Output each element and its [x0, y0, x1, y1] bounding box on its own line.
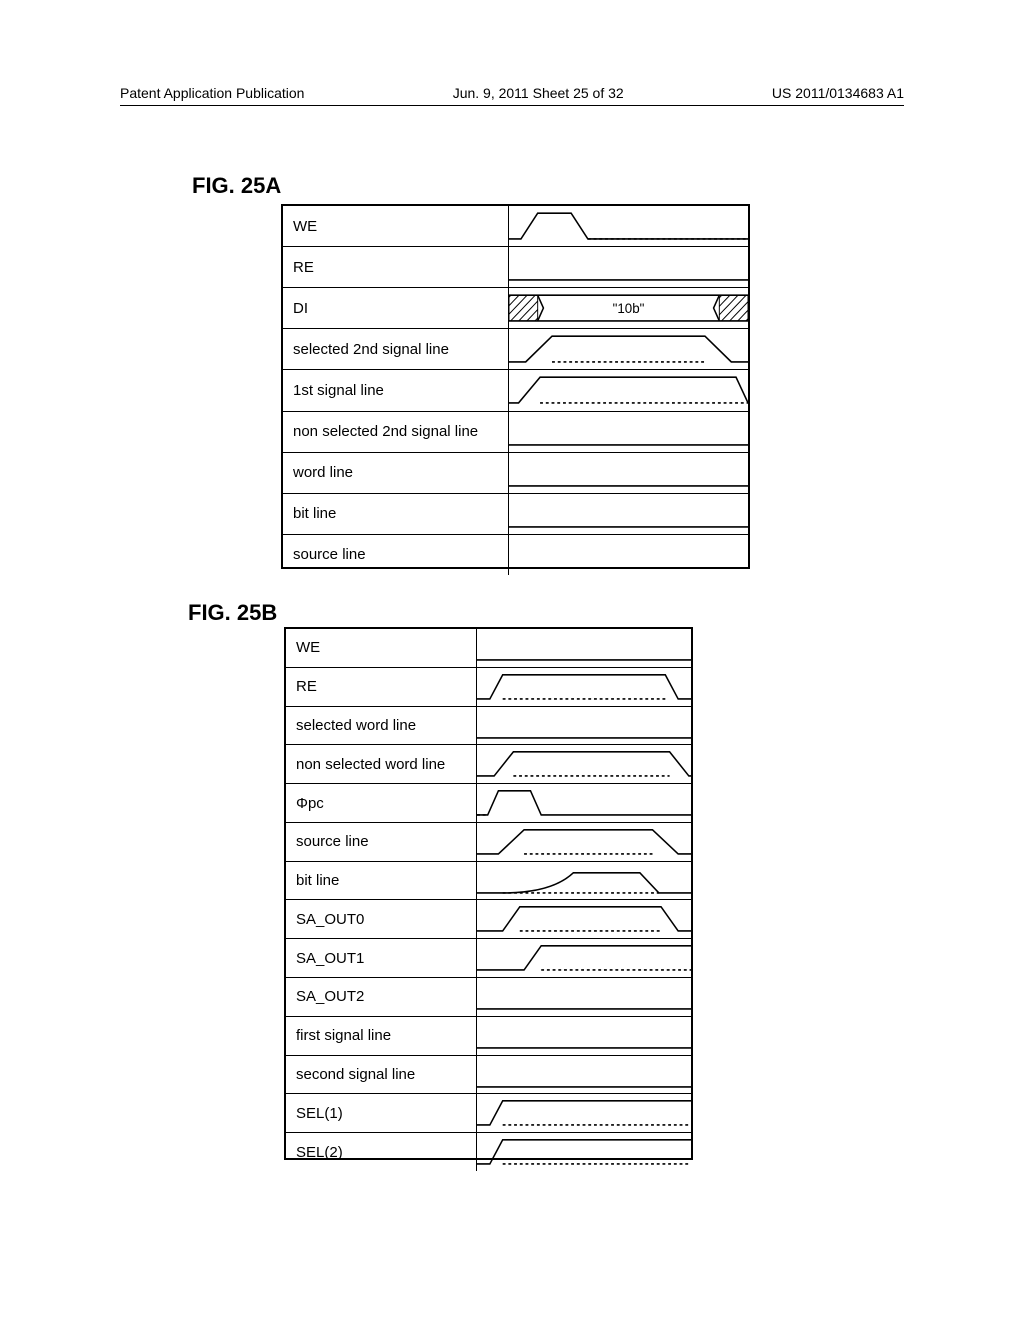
- signal-waveform: [509, 412, 748, 452]
- timing-row: bit line: [286, 862, 691, 901]
- timing-row: non selected 2nd signal line: [283, 412, 748, 453]
- signal-waveform: [477, 784, 691, 822]
- signal-label: DI: [283, 288, 509, 328]
- signal-waveform: [477, 862, 691, 900]
- signal-label: WE: [283, 206, 509, 246]
- timing-row: second signal line: [286, 1056, 691, 1095]
- signal-label: SA_OUT0: [286, 900, 477, 938]
- signal-label: bit line: [286, 862, 477, 900]
- timing-row: source line: [286, 823, 691, 862]
- timing-row: bit line: [283, 494, 748, 535]
- signal-waveform: [477, 707, 691, 745]
- signal-label: 1st signal line: [283, 370, 509, 410]
- signal-label: selected word line: [286, 707, 477, 745]
- signal-waveform: [477, 745, 691, 783]
- timing-row: SA_OUT2: [286, 978, 691, 1017]
- signal-label: WE: [286, 629, 477, 667]
- timing-row: selected 2nd signal line: [283, 329, 748, 370]
- page-header: Patent Application Publication Jun. 9, 2…: [120, 85, 904, 106]
- timing-row: RE: [286, 668, 691, 707]
- timing-row: SEL(2): [286, 1133, 691, 1171]
- timing-row: Φpc: [286, 784, 691, 823]
- signal-waveform: [477, 823, 691, 861]
- signal-label: second signal line: [286, 1056, 477, 1094]
- signal-label: source line: [283, 535, 509, 575]
- timing-row: SA_OUT0: [286, 900, 691, 939]
- page: Patent Application Publication Jun. 9, 2…: [0, 0, 1024, 1320]
- timing-row: non selected word line: [286, 745, 691, 784]
- signal-waveform: [477, 668, 691, 706]
- timing-row: selected word line: [286, 707, 691, 746]
- signal-label: first signal line: [286, 1017, 477, 1055]
- timing-row: word line: [283, 453, 748, 494]
- signal-waveform: [509, 453, 748, 493]
- signal-label: SEL(2): [286, 1133, 477, 1171]
- signal-waveform: [509, 535, 748, 575]
- timing-row: source line: [283, 535, 748, 575]
- signal-label: source line: [286, 823, 477, 861]
- signal-waveform: [509, 206, 748, 246]
- signal-waveform: [477, 629, 691, 667]
- signal-waveform: [477, 1094, 691, 1132]
- signal-label: selected 2nd signal line: [283, 329, 509, 369]
- timing-row: WE: [286, 629, 691, 668]
- fig-25a-label: FIG. 25A: [192, 173, 281, 199]
- timing-row: RE: [283, 247, 748, 288]
- timing-row: 1st signal line: [283, 370, 748, 411]
- fig-25b-diagram: WEREselected word linenon selected word …: [284, 627, 693, 1160]
- signal-label: Φpc: [286, 784, 477, 822]
- signal-label: SEL(1): [286, 1094, 477, 1132]
- signal-waveform: [477, 939, 691, 977]
- timing-row: SA_OUT1: [286, 939, 691, 978]
- signal-waveform: [477, 1056, 691, 1094]
- signal-label: word line: [283, 453, 509, 493]
- header-center: Jun. 9, 2011 Sheet 25 of 32: [453, 85, 624, 101]
- signal-label: non selected word line: [286, 745, 477, 783]
- signal-waveform: [477, 1017, 691, 1055]
- signal-label: RE: [286, 668, 477, 706]
- signal-label: non selected 2nd signal line: [283, 412, 509, 452]
- fig-25a-diagram: WEREDI "10b" selected 2nd signal line1st s…: [281, 204, 750, 569]
- timing-row: WE: [283, 206, 748, 247]
- signal-waveform: [477, 978, 691, 1016]
- signal-waveform: [509, 370, 748, 410]
- signal-label: bit line: [283, 494, 509, 534]
- svg-text:"10b": "10b": [613, 301, 645, 316]
- header-right: US 2011/0134683 A1: [772, 85, 904, 101]
- signal-waveform: "10b": [509, 288, 748, 328]
- timing-row: DI "10b": [283, 288, 748, 329]
- signal-waveform: [509, 494, 748, 534]
- signal-waveform: [509, 329, 748, 369]
- signal-waveform: [509, 247, 748, 287]
- timing-row: first signal line: [286, 1017, 691, 1056]
- signal-label: SA_OUT2: [286, 978, 477, 1016]
- signal-label: SA_OUT1: [286, 939, 477, 977]
- signal-waveform: [477, 900, 691, 938]
- header-left: Patent Application Publication: [120, 85, 304, 101]
- signal-label: RE: [283, 247, 509, 287]
- fig-25b-label: FIG. 25B: [188, 600, 277, 626]
- signal-waveform: [477, 1133, 691, 1171]
- timing-row: SEL(1): [286, 1094, 691, 1133]
